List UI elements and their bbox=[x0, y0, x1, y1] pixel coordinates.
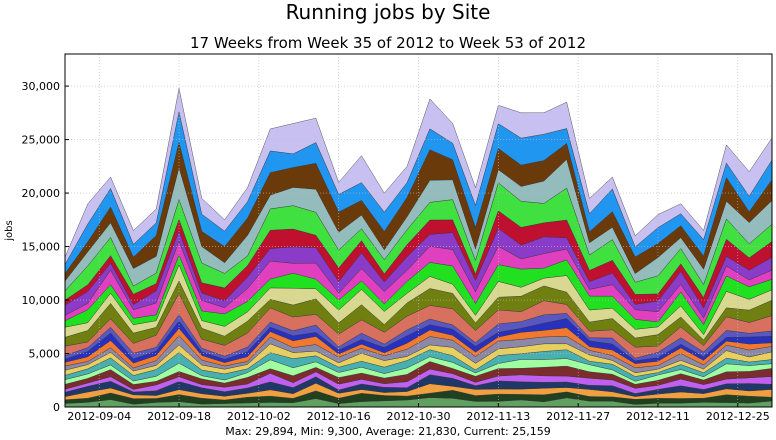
y-tick-label: 30,000 bbox=[22, 80, 61, 93]
grid-lines bbox=[65, 54, 772, 408]
y-tick-label: 15,000 bbox=[22, 241, 61, 254]
y-tick-label: 5,000 bbox=[29, 348, 61, 361]
x-tick-label: 2012-11-27 bbox=[546, 410, 610, 423]
y-tick-label: 25,000 bbox=[22, 134, 61, 147]
x-tick-label: 2012-10-02 bbox=[227, 410, 291, 423]
chart-subtitle: 17 Weeks from Week 35 of 2012 to Week 53… bbox=[189, 34, 587, 52]
x-axis: 2012-09-04 2012-09-18 2012-10-02 2012-10-16… bbox=[67, 403, 770, 423]
chart-footer-stats: Max: 29,894, Min: 9,300, Average: 21,830… bbox=[225, 425, 551, 438]
chart-title: Running jobs by Site bbox=[285, 0, 491, 24]
x-tick-label: 2012-12-11 bbox=[626, 410, 690, 423]
x-tick-label: 2012-10-16 bbox=[307, 410, 371, 423]
x-tick-label: 2012-09-18 bbox=[147, 410, 211, 423]
y-tick-label: 10,000 bbox=[22, 294, 61, 307]
x-tick-label: 2012-12-25 bbox=[706, 410, 770, 423]
x-tick-label: 2012-10-30 bbox=[387, 410, 451, 423]
y-tick-label: 20,000 bbox=[22, 187, 61, 200]
y-tick-label: 0 bbox=[53, 401, 60, 414]
area-layers bbox=[64, 88, 773, 408]
y-axis-label: jobs bbox=[4, 220, 15, 241]
x-tick-label: 2012-09-04 bbox=[67, 410, 131, 423]
y-axis: 0 5,000 10,000 15,000 20,000 25,000 30,000 bbox=[22, 80, 69, 414]
x-tick-label: 2012-11-13 bbox=[466, 410, 530, 423]
